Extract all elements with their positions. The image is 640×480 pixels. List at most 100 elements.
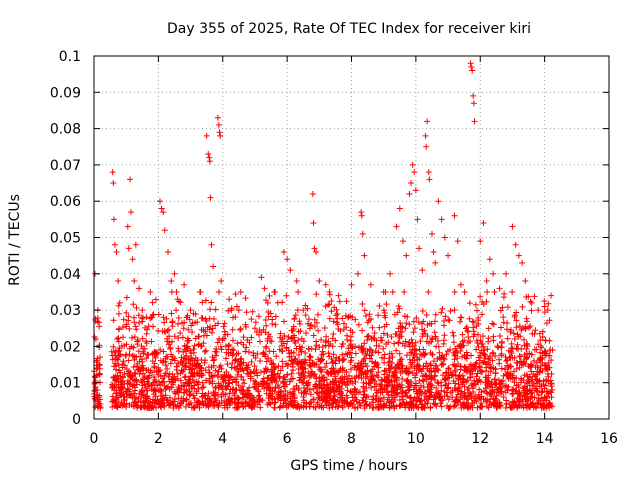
data-point [379, 389, 386, 396]
data-point [479, 298, 486, 305]
data-point [388, 392, 395, 399]
data-point [536, 383, 543, 390]
data-point [445, 316, 452, 323]
data-point [203, 377, 210, 384]
data-point [529, 399, 536, 406]
data-point [524, 342, 531, 349]
data-point [181, 355, 188, 362]
data-point [214, 339, 221, 346]
data-point [168, 278, 175, 285]
data-point [491, 376, 498, 383]
data-point [418, 404, 425, 411]
data-point [368, 368, 375, 375]
data-point [224, 383, 231, 390]
data-point [219, 386, 226, 393]
data-point [298, 335, 305, 342]
data-point [431, 329, 438, 336]
data-point [170, 381, 177, 388]
data-point [393, 376, 400, 383]
data-point [381, 351, 388, 358]
data-point [412, 401, 419, 408]
data-point [215, 404, 222, 411]
data-point [323, 360, 330, 367]
data-point [279, 348, 286, 355]
data-point [314, 311, 321, 318]
data-point [438, 362, 445, 369]
data-point [344, 375, 351, 382]
data-point [543, 376, 550, 383]
data-point [509, 223, 516, 230]
data-point [461, 288, 468, 295]
data-point [271, 288, 278, 295]
data-point [256, 338, 263, 345]
data-point [251, 403, 258, 410]
data-point [251, 384, 258, 391]
data-point [174, 320, 181, 327]
data-point [266, 348, 273, 355]
data-point [257, 357, 264, 364]
data-point [231, 357, 238, 364]
data-point [245, 391, 252, 398]
data-point [192, 319, 199, 326]
data-point [475, 314, 482, 321]
data-point [163, 397, 170, 404]
data-point [230, 314, 237, 321]
data-point [136, 319, 143, 326]
data-point [325, 388, 332, 395]
data-point [373, 387, 380, 394]
data-point [232, 400, 239, 407]
data-point [362, 394, 369, 401]
data-point [264, 299, 271, 306]
data-point [150, 396, 157, 403]
data-point [428, 391, 435, 398]
data-point [411, 395, 418, 402]
data-point [271, 388, 278, 395]
data-point [265, 309, 272, 316]
data-point [386, 355, 393, 362]
data-point [115, 362, 122, 369]
data-point [278, 338, 285, 345]
data-point [198, 326, 205, 333]
data-point [390, 403, 397, 410]
data-point [248, 359, 255, 366]
data-point [462, 354, 469, 361]
data-point [175, 348, 182, 355]
data-point [355, 374, 362, 381]
data-point [284, 391, 291, 398]
data-point [124, 223, 131, 230]
data-point [499, 377, 506, 384]
data-point [218, 278, 225, 285]
data-point [428, 382, 435, 389]
data-point [330, 351, 337, 358]
data-point [161, 378, 168, 385]
data-point [111, 376, 118, 383]
data-point [495, 344, 502, 351]
x-tick-label: 8 [347, 431, 356, 447]
data-point [284, 371, 291, 378]
data-point [359, 301, 366, 308]
data-point [218, 346, 225, 353]
data-point [163, 370, 170, 377]
data-point [226, 390, 233, 397]
data-point [157, 367, 164, 374]
data-point [513, 365, 520, 372]
data-point [322, 281, 329, 288]
y-tick-label: 0.03 [50, 303, 81, 319]
data-point [369, 404, 376, 411]
data-point [530, 380, 537, 387]
data-point [131, 278, 138, 285]
data-point [415, 319, 422, 326]
data-point [329, 359, 336, 366]
data-point [375, 374, 382, 381]
data-point [221, 320, 228, 327]
data-point [307, 353, 314, 360]
data-point [439, 360, 446, 367]
data-point [117, 379, 124, 386]
data-point [185, 326, 192, 333]
data-point [150, 373, 157, 380]
data-point [376, 324, 383, 331]
data-point [206, 158, 213, 165]
data-point [322, 391, 329, 398]
data-point [247, 369, 254, 376]
data-point [417, 398, 424, 405]
